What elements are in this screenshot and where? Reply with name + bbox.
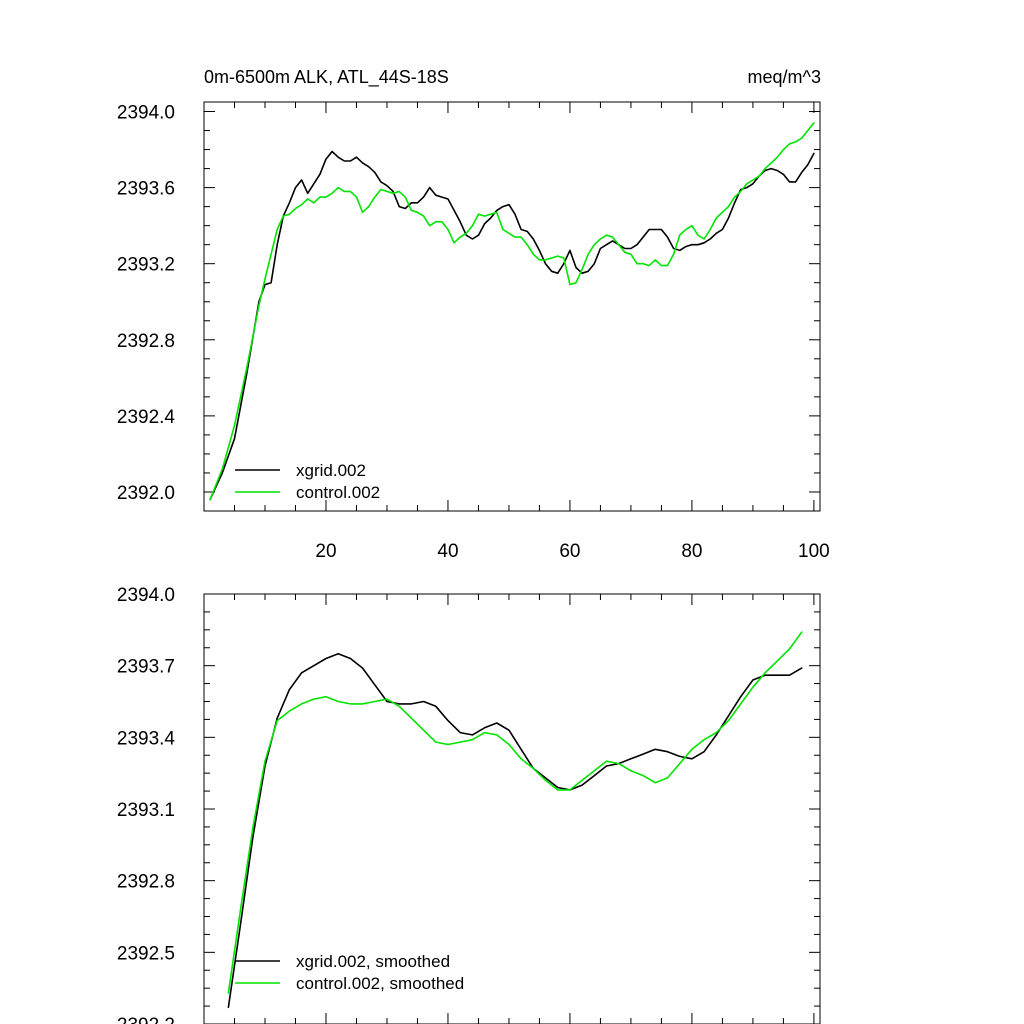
series-line-control — [209, 122, 815, 501]
y-tick-label: 2393.6 — [117, 179, 175, 200]
y-tick-label: 2392.8 — [117, 331, 175, 352]
chart-title: 0m-6500m ALK, ATL_44S-18S — [204, 67, 449, 88]
y-tick-labels: 2392.0 2392.4 2392.8 2393.2 2393.6 2394.0 — [117, 103, 176, 504]
y-tick-labels: 2392.2 2392.5 2392.8 2393.1 2393.4 2393.7 2394… — [117, 585, 176, 1024]
y-tick-label: 2393.7 — [117, 657, 175, 678]
legend-label-xgrid: xgrid.002 — [296, 461, 366, 480]
y-tick-label: 2393.1 — [117, 800, 175, 821]
legend: xgrid.002, smoothed control.002, smoothe… — [235, 952, 464, 993]
tick-marks — [204, 593, 820, 1024]
x-tick-labels: 20 40 60 80 100 — [315, 541, 829, 562]
y-tick-label: 2393.2 — [117, 255, 175, 276]
legend-label-control: control.002 — [296, 483, 380, 502]
series-lines — [227, 631, 803, 1009]
series-line-xgrid — [209, 150, 815, 501]
series-line-xgrid — [227, 652, 803, 1009]
units-label: meq/m^3 — [748, 67, 821, 87]
y-tick-label: 2392.8 — [117, 872, 175, 893]
bottom-chart: 2392.2 2392.5 2392.8 2393.1 2393.4 2393.7 2394… — [117, 585, 821, 1024]
x-tick-label: 40 — [437, 541, 458, 562]
legend-label-control-smoothed: control.002, smoothed — [296, 974, 464, 993]
legend-label-xgrid-smoothed: xgrid.002, smoothed — [296, 952, 450, 971]
tick-marks — [204, 102, 820, 512]
y-tick-label: 2394.0 — [117, 103, 175, 124]
x-tick-label: 80 — [681, 541, 702, 562]
top-chart: 0m-6500m ALK, ATL_44S-18S meq/m^3 2392.0… — [117, 67, 830, 562]
x-tick-label: 100 — [798, 541, 830, 562]
y-tick-label: 2393.4 — [117, 728, 176, 749]
series-lines — [209, 122, 815, 501]
y-tick-label: 2392.5 — [117, 943, 175, 964]
y-tick-label: 2392.4 — [117, 407, 176, 428]
series-line-control — [227, 631, 803, 994]
legend: xgrid.002 control.002 — [235, 461, 380, 502]
plot-frame — [203, 101, 821, 512]
x-tick-label: 60 — [559, 541, 580, 562]
x-tick-label: 20 — [315, 541, 336, 562]
y-tick-label: 2392.2 — [117, 1015, 175, 1024]
y-tick-label: 2392.0 — [117, 483, 175, 504]
y-tick-label: 2394.0 — [117, 585, 175, 606]
